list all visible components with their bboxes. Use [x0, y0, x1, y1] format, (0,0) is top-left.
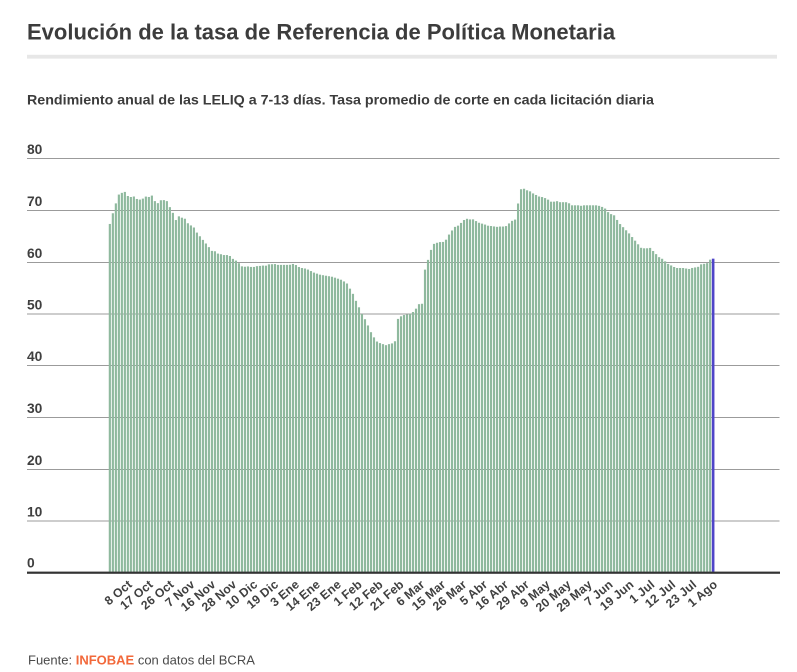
svg-text:Evolución de la tasa de Refere: Evolución de la tasa de Referencia de Po… — [27, 20, 616, 45]
svg-text:Fuente: INFOBAE con datos del: Fuente: INFOBAE con datos del BCRA — [28, 652, 255, 667]
svg-text:0: 0 — [27, 556, 35, 571]
svg-text:Rendimiento anual de las LELIQ: Rendimiento anual de las LELIQ a 7-13 dí… — [27, 93, 655, 109]
svg-text:30: 30 — [27, 401, 43, 416]
svg-text:10: 10 — [27, 504, 43, 519]
svg-text:50: 50 — [27, 297, 43, 312]
svg-text:40: 40 — [27, 349, 43, 364]
svg-text:80: 80 — [27, 142, 43, 157]
svg-text:20: 20 — [27, 453, 43, 468]
svg-text:70: 70 — [27, 194, 43, 209]
svg-text:60: 60 — [27, 246, 43, 261]
